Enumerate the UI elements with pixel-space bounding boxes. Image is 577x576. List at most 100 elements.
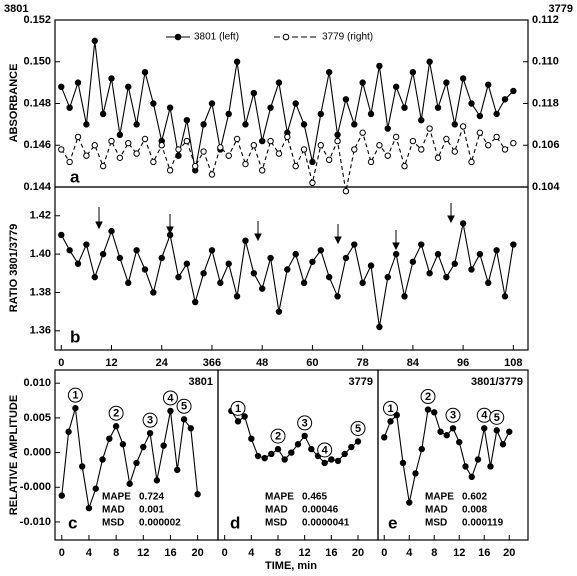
data-point xyxy=(58,231,65,239)
data-point xyxy=(499,441,507,448)
legend-label: 3801 (left) xyxy=(194,32,239,43)
data-point xyxy=(208,100,216,107)
data-point xyxy=(66,104,73,111)
data-point xyxy=(141,135,149,143)
data-point xyxy=(141,68,149,76)
x-tick-label: 4 xyxy=(406,547,413,559)
x-tick-label: 24 xyxy=(156,357,169,369)
legend-marker xyxy=(282,33,290,41)
x-tick-label: 8 xyxy=(275,547,281,559)
data-point xyxy=(183,260,191,267)
data-point xyxy=(409,258,417,265)
data-point xyxy=(426,125,433,132)
data-point xyxy=(275,79,283,86)
data-point xyxy=(160,442,167,449)
data-point xyxy=(158,142,165,149)
y-axis-title: ABSORBANCE xyxy=(8,64,20,143)
y2-tick-label: 0.112 xyxy=(532,14,559,26)
data-point xyxy=(241,413,248,420)
data-point xyxy=(72,404,79,412)
x-axis-title: TIME, min xyxy=(265,560,317,572)
data-point xyxy=(83,241,90,248)
data-point xyxy=(158,254,165,262)
data-point xyxy=(150,289,157,296)
x-tick-label: 0 xyxy=(222,547,228,559)
stat-value: 0.465 xyxy=(302,492,327,503)
data-point xyxy=(317,110,325,118)
x-tick-label: 78 xyxy=(357,357,369,369)
stat-value: 0.00046 xyxy=(302,505,339,516)
point-label-ring xyxy=(67,387,83,403)
plot-frame xyxy=(217,369,379,541)
y-tick-label: 1.40 xyxy=(30,248,51,260)
y-tick-label: 0.000 xyxy=(23,446,51,458)
data-point xyxy=(487,463,494,470)
data-point xyxy=(351,241,358,248)
x-tick-label: 20 xyxy=(503,547,515,559)
data-point xyxy=(451,121,458,128)
data-point xyxy=(501,293,509,300)
point-label-ring xyxy=(230,400,246,416)
point-label-ring xyxy=(317,442,333,458)
data-point xyxy=(409,137,417,145)
point-label: 1 xyxy=(72,390,78,402)
data-point xyxy=(510,139,517,147)
data-point xyxy=(292,100,299,107)
data-point xyxy=(233,58,241,65)
data-point xyxy=(342,254,350,262)
data-point xyxy=(351,146,358,153)
stat-name: MAPE xyxy=(265,492,294,503)
data-point xyxy=(351,121,358,128)
data-point xyxy=(99,456,106,463)
data-point xyxy=(510,241,517,248)
data-point xyxy=(200,148,207,155)
y-tick-label: 1.38 xyxy=(30,286,51,298)
data-point xyxy=(166,104,174,111)
stat-name: MAPE xyxy=(102,492,131,503)
stat-name: MSD xyxy=(102,518,124,529)
data-point xyxy=(83,121,90,128)
data-point xyxy=(275,308,283,315)
data-point xyxy=(125,139,132,147)
point-label: 5 xyxy=(181,401,187,413)
point-label-ring xyxy=(108,405,124,421)
data-point xyxy=(284,266,291,273)
x-tick-label: 60 xyxy=(306,357,318,369)
data-point xyxy=(443,135,450,143)
data-point xyxy=(468,266,475,273)
data-point xyxy=(91,37,98,45)
data-point xyxy=(401,162,408,170)
data-point xyxy=(309,258,316,265)
point-label-ring xyxy=(489,409,505,425)
data-point xyxy=(233,135,241,143)
stat-value: 0.602 xyxy=(462,492,487,503)
data-point xyxy=(418,241,425,248)
data-point xyxy=(225,260,232,267)
plot-frame xyxy=(377,369,529,541)
x-tick-label: 4 xyxy=(86,547,93,559)
data-point xyxy=(267,137,274,145)
data-point xyxy=(485,142,492,149)
x-tick-label: 8 xyxy=(113,547,119,559)
data-point xyxy=(449,425,457,432)
y-tick-label: 0.152 xyxy=(23,14,51,26)
data-point xyxy=(150,158,157,166)
x-tick-label: 108 xyxy=(504,357,522,369)
data-point xyxy=(321,459,328,467)
arrow-head xyxy=(95,221,103,230)
data-point xyxy=(166,231,174,239)
stat-value: 0.000119 xyxy=(462,518,504,529)
data-point xyxy=(99,110,107,118)
data-point xyxy=(384,125,391,132)
data-point xyxy=(451,260,458,267)
panel-letter: d xyxy=(230,513,240,532)
data-point xyxy=(292,162,299,170)
data-point xyxy=(342,96,350,103)
data-point xyxy=(309,179,316,187)
point-label-ring xyxy=(176,398,192,414)
data-point xyxy=(406,499,413,506)
data-point xyxy=(412,470,419,477)
data-point xyxy=(258,137,266,145)
data-point xyxy=(300,121,308,128)
data-point xyxy=(431,409,438,416)
